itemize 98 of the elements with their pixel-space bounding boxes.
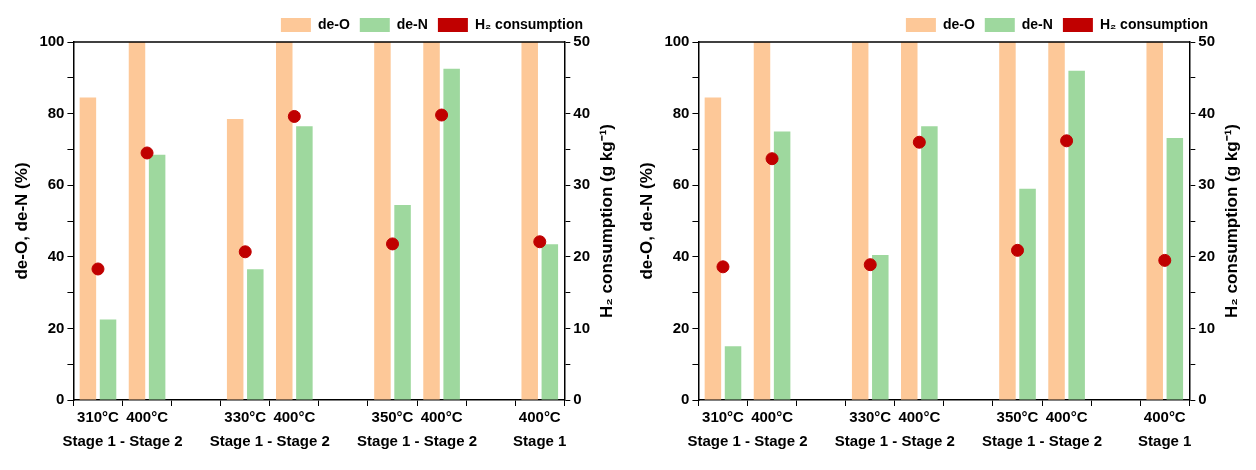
bar	[247, 269, 264, 400]
bar	[1146, 42, 1163, 400]
text: Stage 1	[1138, 431, 1192, 449]
text: Stage 1 - Stage 2	[357, 431, 478, 449]
bar	[724, 346, 742, 400]
bar	[773, 131, 791, 400]
bar	[541, 244, 559, 400]
bar	[443, 68, 460, 400]
text: Stage 1 - Stage 2	[982, 431, 1103, 449]
y2-tick-label: 10	[1198, 318, 1215, 336]
y2-tick-label: 20	[1198, 246, 1215, 264]
bar	[921, 126, 938, 400]
x-tick-label: 400°C	[1143, 408, 1186, 426]
y-tick-label: 20	[672, 318, 690, 336]
point	[287, 109, 301, 123]
x-tick-label: 330°C	[849, 408, 892, 426]
point	[1158, 253, 1172, 267]
x-tick-label: 400°C	[126, 408, 169, 426]
y2-tick-label: 30	[573, 175, 590, 193]
bar	[753, 42, 771, 400]
x-tick-label: 400°C	[751, 408, 794, 426]
x-tick-label: 350°C	[371, 408, 414, 426]
x-tick-label: 400°C	[420, 408, 463, 426]
y-tick-label: 60	[672, 175, 690, 193]
bar	[521, 42, 538, 400]
y-tick-label: 60	[47, 175, 65, 193]
y-tick-label: 100	[664, 32, 690, 50]
y2-axis-title: H₂ consumption (g kg⁻¹)	[1221, 124, 1241, 318]
point	[140, 146, 154, 160]
bar	[226, 118, 244, 400]
bar	[99, 319, 117, 400]
bar	[148, 154, 166, 400]
y2-tick-label: 0	[573, 390, 582, 408]
x-tick-label: 310°C	[77, 408, 120, 426]
legend-label: de-N	[1021, 15, 1053, 32]
y2-tick-label: 40	[573, 103, 590, 121]
bar	[394, 204, 411, 400]
y-tick-label: 80	[672, 103, 690, 121]
point	[912, 135, 926, 149]
y2-tick-label: 20	[573, 246, 590, 264]
point	[238, 245, 252, 259]
bar	[901, 42, 918, 400]
bar	[1068, 70, 1085, 400]
legend-label: de-O	[942, 15, 975, 32]
y-tick-label: 40	[672, 246, 690, 264]
y2-axis-title: H₂ consumption (g kg⁻¹)	[596, 124, 616, 318]
x-tick-label: 400°C	[898, 408, 941, 426]
legend-label: H₂ consumption	[474, 15, 584, 32]
y-axis-title: de-O, de-N (%)	[636, 162, 656, 280]
y2-tick-label: 50	[573, 32, 590, 50]
y-tick-label: 80	[47, 103, 65, 121]
y2-tick-label: 10	[573, 318, 590, 336]
bar	[872, 255, 889, 400]
point	[863, 258, 877, 272]
point	[91, 262, 105, 276]
y-axis-title: de-O, de-N (%)	[11, 162, 31, 280]
text: Stage 1 - Stage 2	[687, 431, 808, 449]
bar	[1048, 42, 1065, 400]
y2-tick-label: 40	[1198, 103, 1215, 121]
point	[1011, 243, 1024, 257]
y-tick-label: 40	[47, 246, 65, 264]
bar	[999, 42, 1016, 400]
bar	[704, 97, 722, 400]
bar	[1019, 188, 1036, 400]
y2-tick-label: 0	[1198, 390, 1207, 408]
bar	[851, 42, 869, 400]
y-tick-label: 0	[56, 390, 65, 408]
x-tick-label: 400°C	[1045, 408, 1088, 426]
bar	[128, 42, 146, 400]
text: Stage 1 - Stage 2	[834, 431, 955, 449]
x-tick-label: 310°C	[702, 408, 745, 426]
text: Stage 1 - Stage 2	[62, 431, 183, 449]
y-tick-label: 100	[39, 32, 65, 50]
text: Stage 1	[513, 431, 567, 449]
bar	[296, 126, 313, 400]
bar	[1166, 137, 1184, 400]
legend-label: H₂ consumption	[1099, 15, 1209, 32]
x-tick-label: 400°C	[273, 408, 316, 426]
bar	[374, 42, 391, 400]
legend-label: de-N	[396, 15, 428, 32]
bar	[79, 97, 97, 400]
x-tick-label: 330°C	[224, 408, 267, 426]
legend-label: de-O	[317, 15, 350, 32]
point	[386, 237, 399, 251]
x-tick-label: 350°C	[996, 408, 1039, 426]
y2-tick-label: 50	[1198, 32, 1215, 50]
point	[716, 260, 730, 274]
bar	[423, 42, 440, 400]
point	[765, 152, 779, 166]
text: Stage 1 - Stage 2	[209, 431, 330, 449]
point	[435, 108, 449, 122]
y-tick-label: 0	[681, 390, 690, 408]
y-tick-label: 20	[47, 318, 65, 336]
point	[1060, 134, 1074, 148]
y2-tick-label: 30	[1198, 175, 1215, 193]
point	[533, 235, 547, 249]
x-tick-label: 400°C	[518, 408, 561, 426]
bar	[276, 42, 293, 400]
